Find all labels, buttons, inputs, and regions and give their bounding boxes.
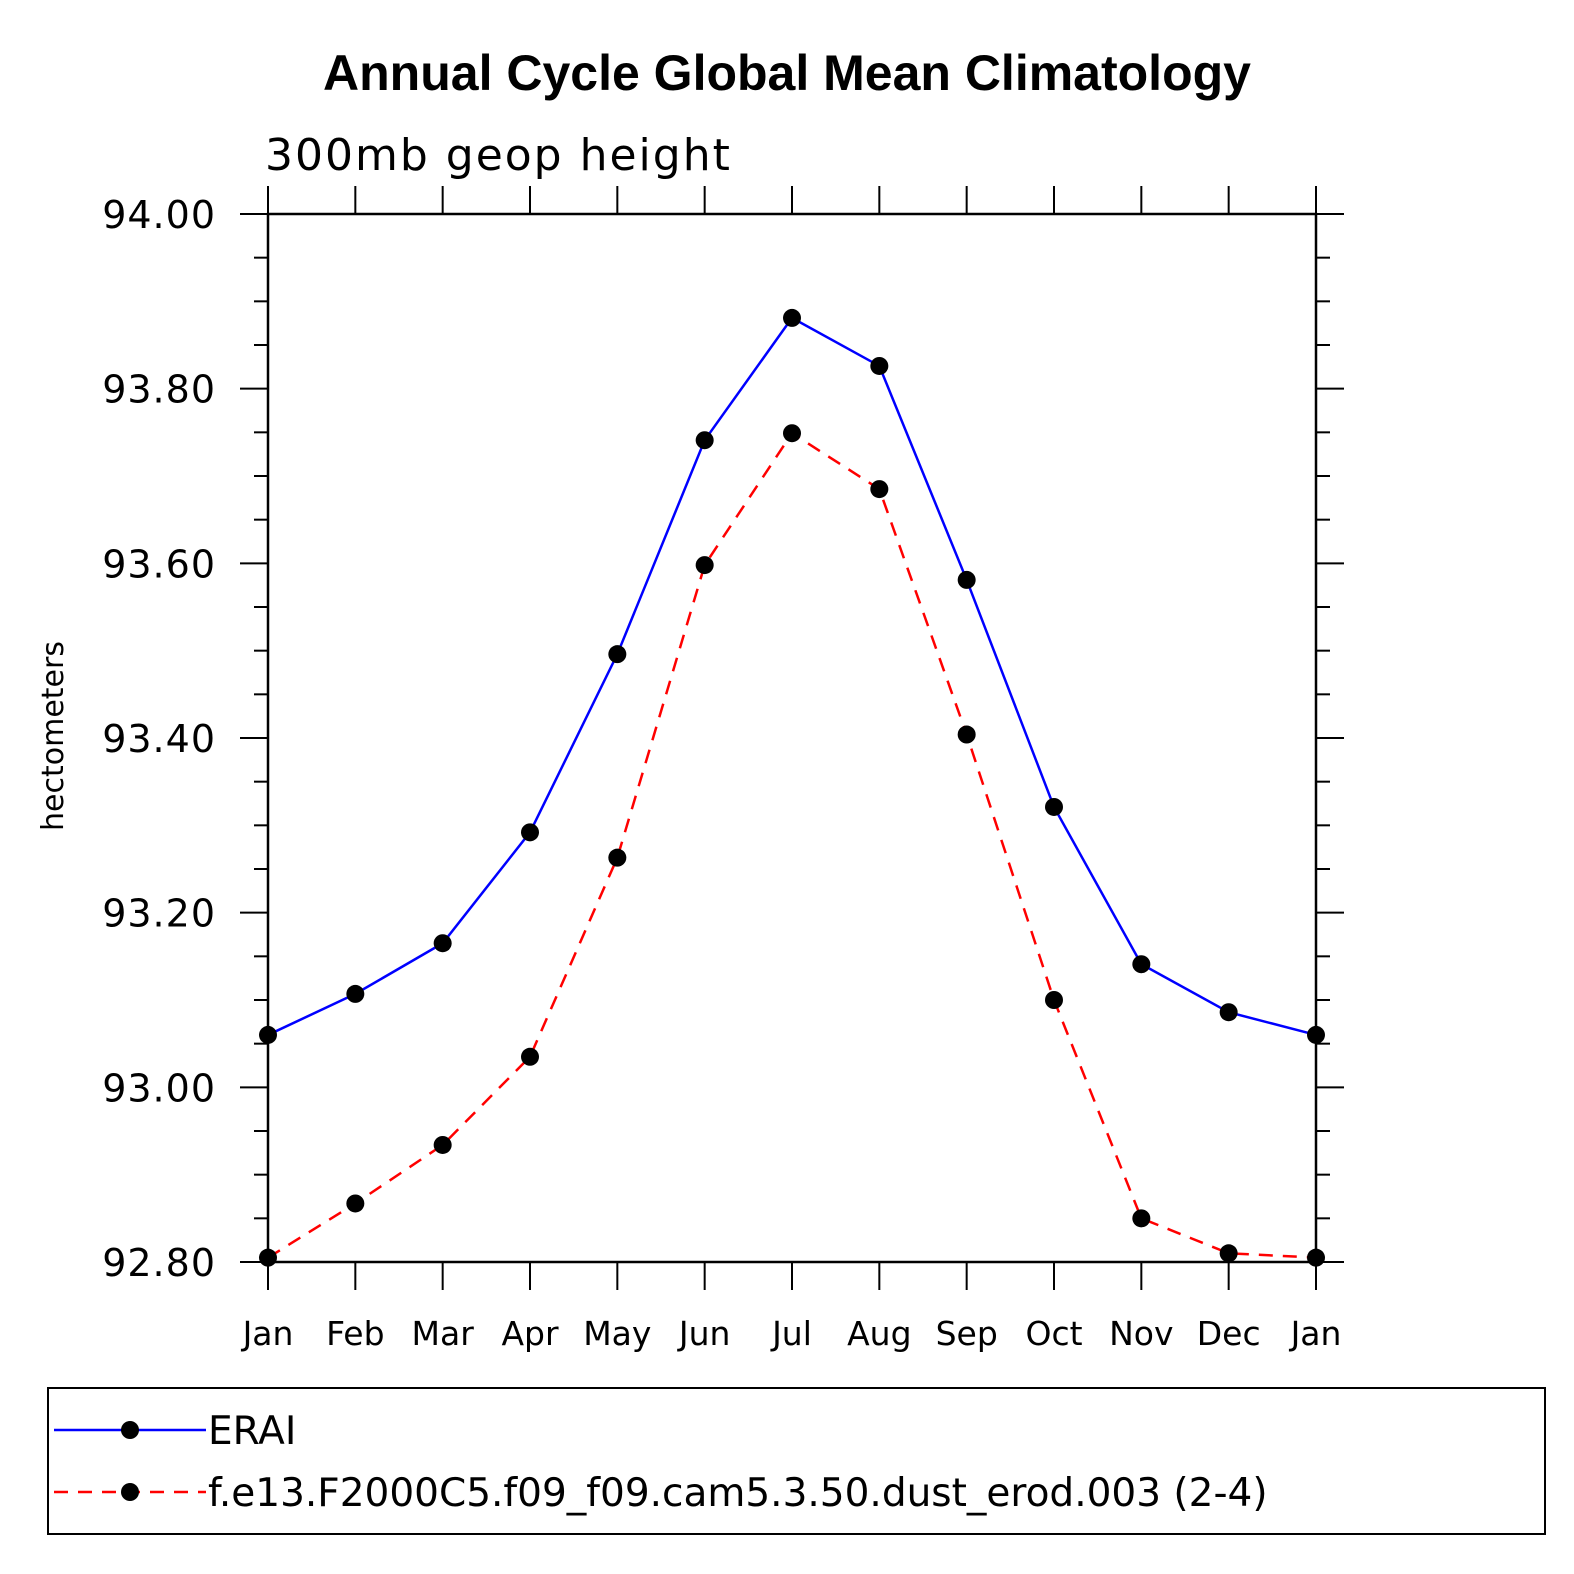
y-tick-label: 93.00 (102, 1066, 216, 1110)
x-tick-label: Oct (1025, 1314, 1082, 1353)
x-tick-label: Jan (241, 1314, 294, 1353)
data-point (1045, 797, 1063, 816)
data-point (521, 1047, 539, 1066)
legend-marker (121, 1483, 139, 1501)
y-tick-label: 92.80 (102, 1241, 216, 1285)
data-point (695, 556, 714, 575)
x-tick-label: Jan (1289, 1314, 1342, 1353)
data-point (1132, 955, 1151, 974)
data-point (870, 356, 889, 375)
data-point (346, 1194, 365, 1213)
data-point (433, 934, 452, 953)
data-point (1045, 991, 1063, 1009)
data-point (695, 431, 714, 450)
legend-label: ERAI (208, 1409, 296, 1454)
y-tick-label: 93.40 (102, 717, 216, 761)
data-point (1307, 1025, 1325, 1044)
x-tick-label: Apr (501, 1314, 559, 1353)
x-tick-label: Jun (677, 1314, 731, 1353)
data-point (259, 1025, 277, 1044)
data-point (608, 645, 627, 664)
x-tick-label: Feb (326, 1314, 384, 1353)
y-tick-label: 93.60 (102, 542, 216, 586)
x-tick-label: Dec (1197, 1314, 1261, 1353)
chart-title: Annual Cycle Global Mean Climatology (323, 45, 1251, 101)
plot-frame (266, 212, 1318, 1264)
data-point (1219, 1244, 1238, 1263)
data-point (783, 424, 801, 443)
y-tick-label: 94.00 (102, 193, 216, 237)
chart-subtitle: 300mb geop height (265, 130, 732, 181)
data-point (783, 308, 801, 327)
y-axis-label: hectometers (36, 641, 71, 831)
x-tick-label: Nov (1109, 1314, 1173, 1353)
series-layer (259, 308, 1325, 1267)
data-point (1219, 1003, 1238, 1022)
data-point (521, 823, 539, 842)
data-point (346, 984, 365, 1003)
x-tick-label: Aug (847, 1314, 911, 1353)
series-line (267, 431, 1317, 1259)
data-point (1132, 1209, 1151, 1228)
plot-border (266, 212, 1318, 1264)
x-tick-label: Jul (770, 1314, 812, 1353)
legend-label: f.e13.F2000C5.f09_f09.cam5.3.50.dust_ero… (208, 1471, 1268, 1516)
y-tick-label: 93.20 (102, 892, 216, 936)
data-point (957, 725, 976, 744)
y-ticks: 92.80 93.00 93.20 93.40 93.60 93.80 94.00 (102, 193, 1344, 1285)
legend-box (47, 1387, 1546, 1535)
data-point (259, 1248, 277, 1267)
legend: ERAI f.e13.F2000C5.f09_f09.cam5.3.50.dust… (47, 1387, 1546, 1535)
data-point (957, 570, 976, 589)
data-point (608, 848, 627, 867)
x-tick-label: Sep (936, 1314, 998, 1353)
x-tick-label: May (583, 1314, 651, 1353)
x-tick-label: Mar (412, 1314, 475, 1353)
data-point (1307, 1248, 1325, 1267)
y-tick-label: 93.80 (102, 368, 216, 412)
legend-marker (121, 1421, 139, 1439)
data-point (870, 480, 889, 499)
x-ticks: Jan Feb Mar Apr May Jun Jul Aug Sep Oct Nov Dec Jan (241, 186, 1342, 1353)
data-point (433, 1135, 452, 1154)
